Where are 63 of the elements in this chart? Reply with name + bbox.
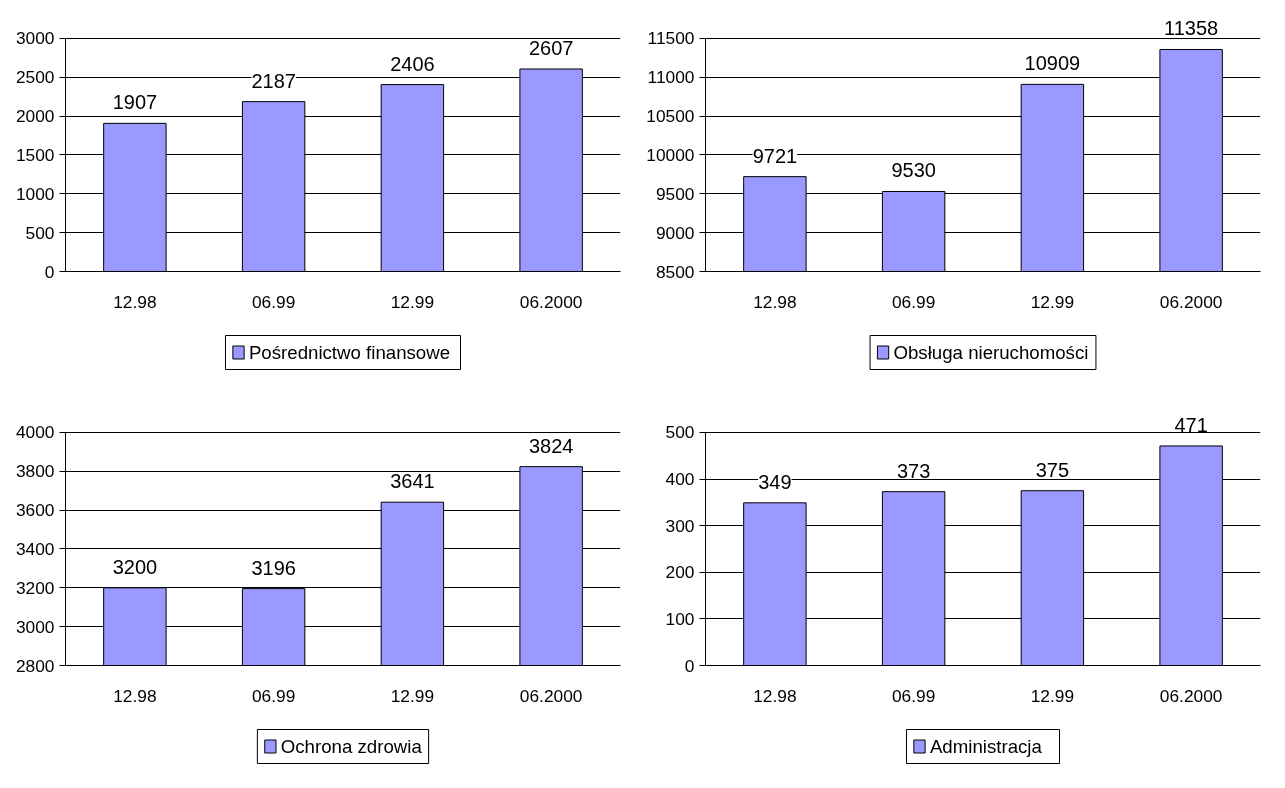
y-tick-label: 10000 (646, 144, 695, 165)
y-tick-label: 500 (25, 222, 55, 243)
x-tick-label: 12.99 (390, 291, 435, 312)
x-tick-label: 06.99 (251, 291, 296, 312)
data-label: 10909 (1024, 52, 1081, 75)
x-tick-label: 12.99 (1030, 685, 1075, 706)
y-tick-label: 9500 (655, 183, 695, 204)
data-label: 375 (1035, 458, 1070, 481)
data-label: 2406 (390, 52, 435, 75)
x-tick-label: 06.99 (891, 291, 936, 312)
y-tick-label: 1500 (15, 144, 55, 165)
data-label: 2187 (251, 69, 296, 92)
x-tick-label: 12.98 (113, 685, 157, 706)
y-tick-label: 9000 (655, 222, 695, 243)
legend-label: Pośrednictwo finansowe (248, 342, 451, 363)
y-tick-label: 2500 (15, 67, 55, 88)
y-tick-label: 3400 (15, 538, 55, 559)
y-tick-label: 3600 (15, 500, 55, 521)
y-tick-label: 2800 (15, 655, 55, 676)
data-label: 373 (896, 459, 931, 482)
y-tick-label: 200 (665, 562, 695, 583)
y-tick-label: 0 (684, 655, 695, 676)
data-label: 9721 (752, 144, 798, 167)
data-label: 9530 (891, 159, 936, 182)
y-tick-label: 3000 (15, 616, 55, 637)
data-label: 2607 (528, 36, 574, 59)
legend-label: Obsługa nieruchomości (893, 342, 1089, 363)
x-tick-label: 12.98 (753, 291, 797, 312)
y-tick-label: 400 (665, 469, 695, 490)
data-label: 3196 (251, 556, 296, 579)
data-label: 3824 (528, 434, 574, 457)
x-tick-label: 06.2000 (1159, 685, 1223, 706)
x-tick-label: 12.99 (390, 685, 435, 706)
legend-label: Ochrona zdrowia (280, 736, 423, 757)
y-tick-label: 0 (44, 261, 55, 282)
y-tick-label: 500 (665, 422, 695, 443)
data-label: 3641 (390, 470, 435, 493)
x-tick-label: 12.98 (753, 685, 797, 706)
x-tick-label: 12.99 (1030, 291, 1075, 312)
y-tick-label: 8500 (655, 261, 695, 282)
data-label: 349 (758, 470, 792, 493)
x-tick-label: 06.2000 (519, 685, 583, 706)
y-tick-label: 300 (665, 515, 695, 536)
y-tick-label: 2000 (15, 106, 55, 127)
legend-label: Administracja (929, 736, 1043, 757)
y-tick-label: 3800 (15, 461, 55, 482)
data-label: 471 (1174, 413, 1208, 436)
y-tick-label: 11000 (647, 67, 695, 88)
data-label: 11358 (1164, 17, 1219, 40)
x-tick-label: 06.2000 (519, 291, 583, 312)
x-tick-label: 06.99 (891, 685, 936, 706)
y-tick-label: 3000 (15, 28, 55, 49)
x-tick-label: 06.2000 (1159, 291, 1223, 312)
x-tick-label: 06.99 (251, 685, 296, 706)
y-tick-label: 10500 (646, 106, 695, 127)
data-label: 1907 (112, 91, 158, 114)
y-tick-label: 11500 (647, 28, 695, 49)
data-label: 3200 (112, 555, 158, 578)
y-tick-label: 3200 (15, 577, 55, 598)
x-tick-label: 12.98 (113, 291, 157, 312)
y-tick-label: 4000 (15, 422, 55, 443)
y-tick-label: 100 (665, 608, 695, 629)
y-tick-label: 1000 (15, 183, 55, 204)
